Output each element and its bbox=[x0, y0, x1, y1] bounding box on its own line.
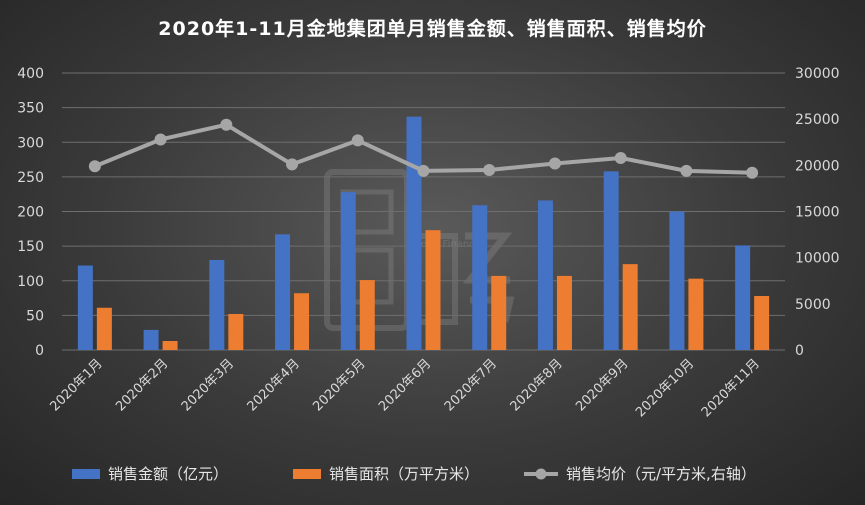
bar-sales-area bbox=[96, 307, 112, 350]
x-tick-label: 2020年11月 bbox=[699, 356, 763, 420]
bar-sales-amount bbox=[603, 171, 619, 350]
x-tick-label: 2020年10月 bbox=[633, 356, 697, 420]
x-tick-label: 2020年9月 bbox=[573, 356, 631, 414]
bar-sales-amount bbox=[340, 192, 356, 350]
bar-sales-area bbox=[425, 230, 441, 350]
bar-sales-area bbox=[622, 264, 638, 350]
point-avg-price bbox=[286, 158, 299, 171]
bar-sales-area bbox=[294, 293, 310, 350]
legend-swatch bbox=[72, 469, 100, 479]
point-avg-price bbox=[680, 164, 693, 177]
bar-sales-amount bbox=[537, 200, 553, 350]
y-right-tick-label: 15000 bbox=[795, 205, 840, 221]
bar-sales-amount bbox=[77, 265, 93, 350]
x-tick-label: 2020年2月 bbox=[113, 356, 171, 414]
legend-swatch-marker bbox=[535, 468, 547, 480]
x-tick-label: 2020年4月 bbox=[245, 356, 303, 414]
x-tick-label: 2020年5月 bbox=[310, 356, 368, 414]
bar-sales-area bbox=[688, 278, 704, 350]
legend-swatch bbox=[293, 469, 321, 479]
y-left-tick-label: 300 bbox=[17, 135, 44, 151]
point-avg-price bbox=[746, 166, 759, 179]
chart-title: 2020年1-11月金地集团单月销售金额、销售面积、销售均价 bbox=[158, 18, 707, 40]
point-avg-price bbox=[614, 151, 627, 164]
bar-sales-area bbox=[491, 275, 507, 350]
y-left-tick-label: 0 bbox=[35, 343, 44, 359]
x-tick-label: 2020年7月 bbox=[442, 356, 500, 414]
y-left-tick-label: 50 bbox=[26, 308, 44, 324]
bar-sales-area bbox=[228, 313, 244, 350]
point-avg-price bbox=[483, 163, 496, 176]
point-avg-price bbox=[220, 118, 233, 131]
legend-label: 销售面积（万平方米） bbox=[329, 465, 479, 483]
legend-label: 销售均价（元/平方米,右轴） bbox=[566, 465, 756, 483]
y-right-tick-label: 10000 bbox=[795, 251, 840, 267]
point-avg-price bbox=[417, 164, 430, 177]
watermark-brand: Bread Finance bbox=[410, 239, 481, 250]
y-left-tick-label: 150 bbox=[17, 239, 44, 255]
bar-sales-amount bbox=[406, 116, 422, 350]
y-left-tick-label: 250 bbox=[17, 170, 44, 186]
x-tick-label: 2020年1月 bbox=[47, 356, 105, 414]
y-right-tick-label: 20000 bbox=[795, 158, 840, 174]
legend-label: 销售金额（亿元） bbox=[108, 465, 228, 483]
x-tick-label: 2020年8月 bbox=[508, 356, 566, 414]
y-right-tick-label: 0 bbox=[795, 343, 804, 359]
bar-sales-area bbox=[754, 295, 770, 350]
y-left-tick-label: 100 bbox=[17, 274, 44, 290]
bar-sales-amount bbox=[472, 205, 488, 350]
y-left-tick-label: 200 bbox=[17, 205, 44, 221]
point-avg-price bbox=[351, 134, 364, 147]
bar-sales-area bbox=[162, 340, 178, 350]
x-tick-label: 2020年3月 bbox=[179, 356, 237, 414]
bar-sales-amount bbox=[275, 234, 291, 350]
bar-sales-amount bbox=[735, 245, 751, 350]
bar-sales-amount bbox=[143, 329, 159, 350]
y-left-tick-label: 400 bbox=[17, 66, 44, 82]
y-right-tick-label: 25000 bbox=[795, 112, 840, 128]
x-tick-label: 2020年6月 bbox=[376, 356, 434, 414]
bar-sales-area bbox=[556, 275, 572, 350]
bar-sales-area bbox=[359, 280, 375, 350]
bar-sales-amount bbox=[669, 211, 685, 350]
bar-sales-amount bbox=[209, 259, 225, 350]
y-right-tick-label: 30000 bbox=[795, 66, 840, 82]
point-avg-price bbox=[154, 133, 167, 146]
point-avg-price bbox=[88, 160, 101, 173]
y-right-tick-label: 5000 bbox=[795, 297, 831, 313]
y-left-tick-label: 350 bbox=[17, 101, 44, 117]
point-avg-price bbox=[548, 157, 561, 170]
